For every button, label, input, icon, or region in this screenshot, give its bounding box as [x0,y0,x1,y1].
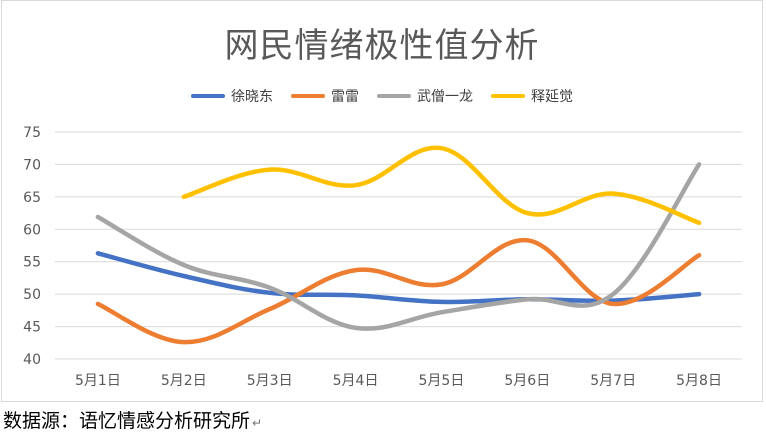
x-tick-label: 5月6日 [504,373,550,389]
legend-item-1: 徐晓东 [191,86,273,106]
legend-swatch [491,94,525,98]
series-line-2 [95,238,702,345]
legend-label: 徐晓东 [231,89,273,105]
x-tick-label: 5月2日 [161,373,207,389]
legend-label: 释延觉 [531,89,573,105]
legend-label: 武僧一龙 [417,89,473,105]
legend-item-4: 释延觉 [491,86,573,106]
chart-frame [1,0,763,402]
y-tick-label: 60 [23,222,41,238]
series-line-4 [181,145,702,226]
legend-swatch [191,94,225,98]
paragraph-mark: ↵ [252,416,263,430]
x-tick-label: 5月8日 [676,373,722,389]
source-caption-text: 数据源：语忆情感分析研究所 [3,410,251,432]
legend-swatch [377,94,411,98]
x-tick-label: 5月5日 [419,373,465,389]
y-tick-label: 45 [23,320,41,336]
legend-label: 雷雷 [331,89,359,105]
y-tick-label: 40 [23,352,41,368]
y-tick-label: 75 [23,125,41,141]
x-tick-label: 5月1日 [75,373,121,389]
x-tick-label: 5月4日 [333,373,379,389]
legend-item-3: 武僧一龙 [377,86,473,106]
y-tick-label: 65 [23,190,41,206]
y-tick-label: 55 [23,255,41,271]
y-tick-label: 70 [23,157,41,173]
x-tick-label: 5月3日 [247,373,293,389]
y-tick-label: 50 [23,287,41,303]
series-line-3 [95,162,702,331]
legend-swatch [291,94,325,98]
source-caption: 数据源：语忆情感分析研究所 ↵ [3,406,262,433]
chart-legend: 徐晓东 雷雷 武僧一龙 释延觉 [0,86,764,106]
x-tick-label: 5月7日 [590,373,636,389]
legend-item-2: 雷雷 [291,86,359,106]
chart-title: 网民情绪极性值分析 [224,26,540,66]
